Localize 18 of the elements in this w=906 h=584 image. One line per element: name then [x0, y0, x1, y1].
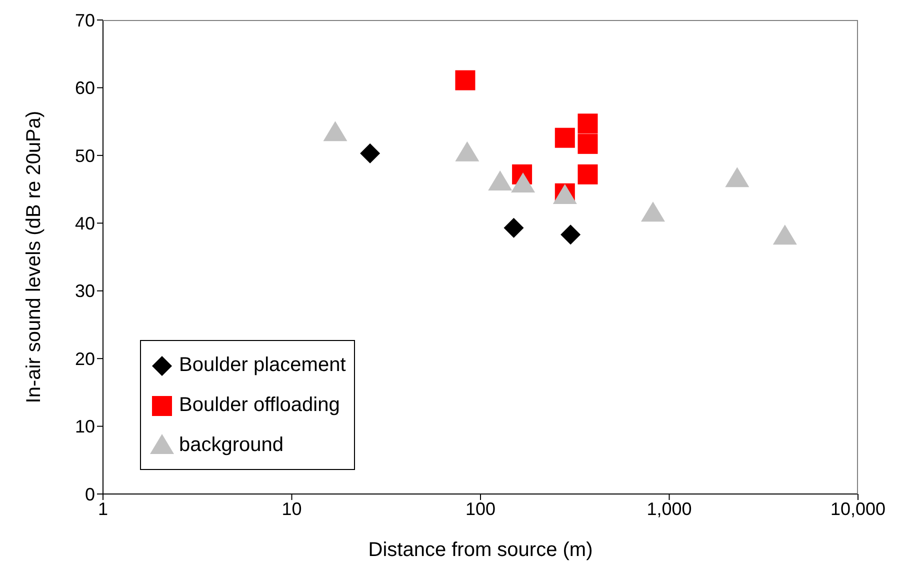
y-axis-title: In-air sound levels (dB re 20uPa) — [23, 110, 46, 404]
y-tick-label: 40 — [74, 214, 95, 234]
y-tick-label: 10 — [74, 416, 95, 437]
y-tick-label: 60 — [74, 78, 95, 98]
x-tick-label: 1 — [98, 498, 108, 519]
x-tick-label: 10 — [282, 498, 302, 519]
x-tick-label: 1,000 — [646, 498, 692, 519]
x-tick-label: 10,000 — [830, 498, 886, 519]
y-tick-label: 70 — [74, 10, 95, 30]
legend-label: Boulder placement — [179, 354, 346, 376]
legend-label: background — [179, 434, 284, 456]
legend-label: Boulder offloading — [179, 394, 340, 416]
x-tick-label: 100 — [465, 498, 496, 519]
y-tick-label: 30 — [74, 281, 95, 302]
y-tick-label: 0 — [84, 484, 95, 504]
y-tick-label: 20 — [74, 348, 95, 369]
x-axis-title: Distance from source (m) — [368, 539, 593, 561]
y-tick-label: 50 — [74, 146, 95, 166]
